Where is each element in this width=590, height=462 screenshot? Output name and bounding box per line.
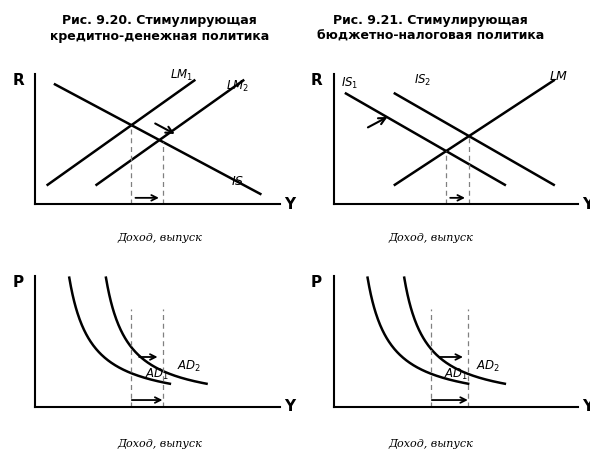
Text: $AD_1$: $AD_1$ (444, 367, 468, 382)
Text: R: R (311, 73, 323, 88)
Text: P: P (311, 275, 322, 290)
Text: Рис. 9.20. Стимулирующая
кредитно-денежная политика: Рис. 9.20. Стимулирующая кредитно-денежн… (50, 14, 269, 43)
Text: Рис. 9.21. Стимулирующая
бюджетно-налоговая политика: Рис. 9.21. Стимулирующая бюджетно-налого… (317, 14, 545, 43)
Text: Доход, выпуск: Доход, выпуск (117, 438, 202, 449)
Text: Доход, выпуск: Доход, выпуск (388, 233, 473, 243)
Text: P: P (13, 275, 24, 290)
Text: $LM_1$: $LM_1$ (170, 68, 193, 83)
Text: $AD_2$: $AD_2$ (476, 359, 500, 374)
Text: $IS_2$: $IS_2$ (414, 73, 432, 88)
Text: Y: Y (284, 399, 295, 414)
Text: R: R (12, 73, 24, 88)
Text: $AD_2$: $AD_2$ (177, 359, 201, 374)
Text: $IS$: $IS$ (231, 175, 244, 188)
Text: $LM_2$: $LM_2$ (226, 79, 249, 94)
Text: Y: Y (582, 399, 590, 414)
Text: Y: Y (284, 197, 295, 212)
Text: Доход, выпуск: Доход, выпуск (117, 233, 202, 243)
Text: $LM$: $LM$ (549, 70, 568, 84)
Text: Y: Y (582, 197, 590, 212)
Text: Доход, выпуск: Доход, выпуск (388, 438, 473, 449)
Text: $IS_1$: $IS_1$ (341, 76, 359, 91)
Text: $AD_1$: $AD_1$ (145, 367, 169, 382)
